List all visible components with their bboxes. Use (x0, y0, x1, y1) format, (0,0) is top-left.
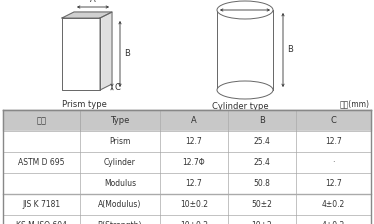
Ellipse shape (217, 81, 273, 99)
Text: Modulus: Modulus (104, 179, 136, 188)
Text: Prism type: Prism type (62, 100, 107, 109)
Text: 10±0.2: 10±0.2 (180, 200, 208, 209)
Text: 25.4: 25.4 (254, 137, 270, 146)
Polygon shape (3, 173, 371, 194)
Text: B: B (287, 45, 293, 54)
Text: 10±0.2: 10±0.2 (180, 221, 208, 224)
Text: A: A (191, 116, 197, 125)
Ellipse shape (217, 1, 273, 19)
Text: A(Modulus): A(Modulus) (98, 200, 142, 209)
Text: C: C (331, 116, 337, 125)
Text: C: C (115, 82, 121, 91)
Text: ASTM D 695: ASTM D 695 (18, 158, 65, 167)
Polygon shape (3, 110, 371, 131)
Text: B: B (124, 50, 130, 58)
Text: 12.7Φ: 12.7Φ (183, 158, 205, 167)
Polygon shape (100, 12, 112, 90)
Polygon shape (3, 215, 371, 224)
Text: 12.7: 12.7 (325, 179, 342, 188)
Text: A: A (212, 0, 218, 2)
Text: 4±0.2: 4±0.2 (322, 221, 345, 224)
Text: A: A (90, 0, 96, 4)
Text: 50±2: 50±2 (252, 200, 272, 209)
Text: Type: Type (110, 116, 130, 125)
Text: ·: · (332, 158, 335, 167)
Text: 10±2: 10±2 (252, 221, 272, 224)
Text: B: B (259, 116, 265, 125)
Text: 단위(mm): 단위(mm) (340, 99, 370, 108)
Text: 12.7: 12.7 (186, 179, 202, 188)
Polygon shape (3, 194, 371, 215)
Polygon shape (62, 12, 112, 18)
Text: JIS K 7181: JIS K 7181 (22, 200, 61, 209)
Text: 규격: 규격 (37, 116, 46, 125)
Text: 12.7: 12.7 (325, 137, 342, 146)
Text: Cylinder type: Cylinder type (212, 102, 269, 111)
Text: Prism: Prism (109, 137, 131, 146)
Text: KS M ISO 604: KS M ISO 604 (16, 221, 67, 224)
Text: 25.4: 25.4 (254, 158, 270, 167)
Polygon shape (62, 18, 100, 90)
Text: Cylinder: Cylinder (104, 158, 136, 167)
Text: 12.7: 12.7 (186, 137, 202, 146)
Text: B(Strength): B(Strength) (98, 221, 142, 224)
Polygon shape (3, 152, 371, 173)
Text: 4±0.2: 4±0.2 (322, 200, 345, 209)
Text: 50.8: 50.8 (254, 179, 270, 188)
Polygon shape (3, 131, 371, 152)
